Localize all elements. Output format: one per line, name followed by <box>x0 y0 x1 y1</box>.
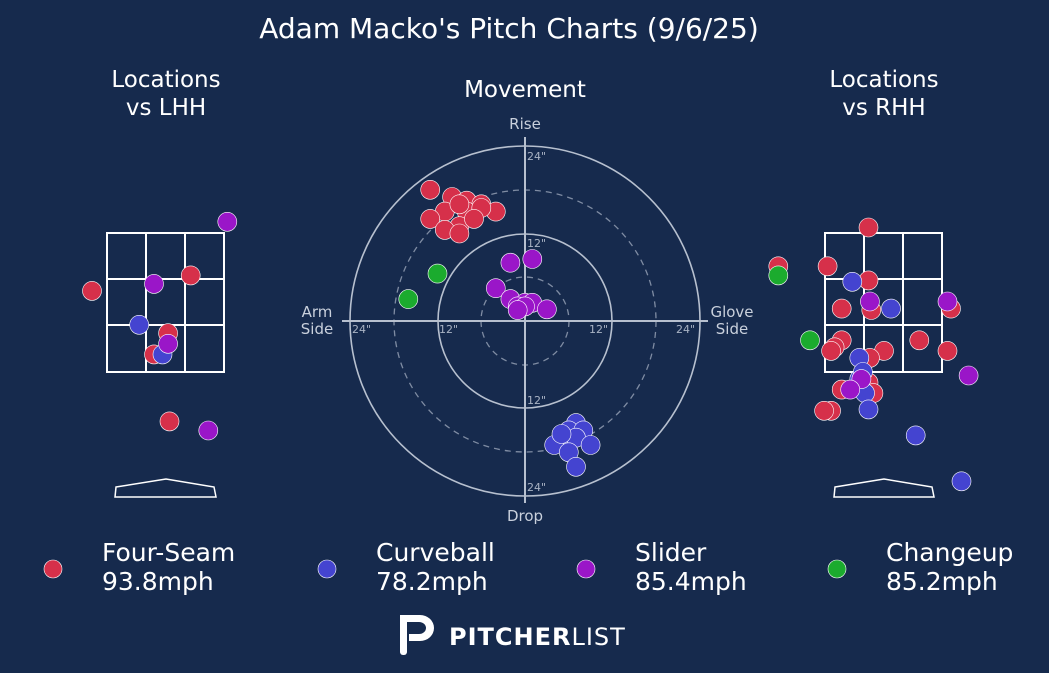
brand-text-light: LIST <box>571 623 625 651</box>
rise-label: Rise <box>509 115 541 133</box>
legend-speed-changeup: 85.2mph <box>886 567 998 596</box>
ring-label-left-12: 12" <box>439 323 458 336</box>
legend-speed-curveball: 78.2mph <box>376 567 488 596</box>
rhh-pitch-four-seam-13 <box>937 341 958 361</box>
rhh-pitch-slider-2 <box>860 291 880 312</box>
lhh-pitch-slider-1 <box>217 212 238 232</box>
figure-title: Adam Macko's Pitch Charts (9/6/25) <box>259 12 759 45</box>
movement-pitch-points <box>398 180 601 477</box>
legend-name-four-seam: Four-Seam <box>102 538 235 567</box>
movement-pitch-changeup-2 <box>398 289 419 309</box>
arm-side-label-line2: Side <box>301 320 333 338</box>
brand-text-bold: PITCHER <box>449 623 571 651</box>
rhh-pitch-four-seam-2 <box>817 256 838 277</box>
legend-marker-curveball <box>317 559 337 579</box>
legend-name-changeup: Changeup <box>886 538 1013 567</box>
brand-text: PITCHERLIST <box>449 623 626 651</box>
movement-pitch-slider-2 <box>522 249 543 269</box>
rhh-pitch-four-seam-18 <box>814 400 834 421</box>
rhh-pitch-curveball-2 <box>881 298 901 319</box>
legend-name-curveball: Curveball <box>376 538 495 567</box>
pitcherlist-logo: PITCHERLIST <box>400 615 626 655</box>
legend-speed-four-seam: 93.8mph <box>102 567 214 596</box>
movement-pitch-four-seam-13 <box>449 223 470 244</box>
lhh-title-line2: vs LHH <box>126 95 206 121</box>
lhh-pitch-four-seam-2 <box>180 265 201 286</box>
rhh-pitch-four-seam-12 <box>909 330 930 351</box>
rhh-pitch-points <box>768 217 979 492</box>
rhh-pitch-curveball-1 <box>842 271 863 292</box>
movement-pitch-four-seam-1 <box>420 180 441 200</box>
legend-speed-slider: 85.4mph <box>635 567 747 596</box>
lhh-pitch-four-seam-5 <box>159 411 180 432</box>
rhh-home-plate <box>833 478 935 498</box>
rhh-pitch-four-seam-5 <box>831 298 852 319</box>
movement-pitch-slider-10 <box>507 300 528 320</box>
rhh-pitch-curveball-8 <box>951 471 972 492</box>
rhh-pitch-four-seam-11 <box>821 341 841 361</box>
ring-label-top-24: 24" <box>527 150 546 163</box>
drop-label: Drop <box>507 507 543 525</box>
movement-pitch-curveball-10 <box>551 424 572 444</box>
lhh-title-line1: Locations <box>111 67 220 93</box>
ring-label-bottom-12: 12" <box>527 394 546 407</box>
lhh-pitch-curveball-1 <box>129 314 149 335</box>
movement-pitch-curveball-9 <box>566 456 586 477</box>
rhh-title-line2: vs RHH <box>842 95 925 121</box>
lhh-pitch-slider-2 <box>144 274 164 294</box>
legend-name-slider: Slider <box>635 538 707 567</box>
ring-label-left-24: 24" <box>352 323 371 336</box>
legend-marker-slider <box>576 559 596 579</box>
lhh-pitch-four-seam-1 <box>82 281 102 301</box>
rhh-pitch-slider-5 <box>840 379 861 400</box>
rhh-pitch-four-seam-3 <box>858 217 879 238</box>
rhh-pitch-changeup-1 <box>800 330 820 351</box>
lhh-pitch-slider-4 <box>198 420 219 441</box>
movement-pitch-slider-9 <box>537 299 557 320</box>
ring-label-bottom-24: 24" <box>527 481 546 494</box>
movement-pitch-four-seam-14 <box>449 194 470 215</box>
movement-pitch-slider-1 <box>500 252 521 273</box>
lhh-pitch-slider-3 <box>158 333 178 354</box>
ring-label-right-24: 24" <box>676 323 695 336</box>
legend-marker-changeup <box>827 559 847 579</box>
legend: Four-Seam 93.8mph Curveball 78.2mph Slid… <box>43 538 1013 596</box>
rhh-pitch-curveball-6 <box>858 399 879 420</box>
lhh-pitch-points <box>82 212 238 441</box>
glove-side-label-line1: Glove <box>710 303 753 321</box>
movement-title: Movement <box>464 77 586 103</box>
rhh-pitch-curveball-7 <box>905 425 926 446</box>
movement-pitch-changeup-1 <box>427 263 448 284</box>
pitcherlist-p-icon <box>400 615 434 655</box>
rhh-title-line1: Locations <box>829 67 938 93</box>
legend-marker-four-seam <box>43 559 63 579</box>
movement-pitch-four-seam-9 <box>420 209 441 229</box>
rhh-pitch-changeup-2 <box>768 265 789 286</box>
arm-side-label-line1: Arm <box>302 303 333 321</box>
movement-pitch-curveball-6 <box>580 435 601 455</box>
lhh-home-plate <box>114 478 217 498</box>
ring-label-right-12: 12" <box>589 323 608 336</box>
movement-pitch-four-seam-11 <box>464 209 484 229</box>
ring-label-top-12: 12" <box>527 237 546 250</box>
rhh-pitch-slider-3 <box>958 365 979 386</box>
movement-pitch-slider-3 <box>485 278 506 299</box>
rhh-pitch-slider-1 <box>937 291 958 312</box>
glove-side-label-line2: Side <box>716 320 748 338</box>
